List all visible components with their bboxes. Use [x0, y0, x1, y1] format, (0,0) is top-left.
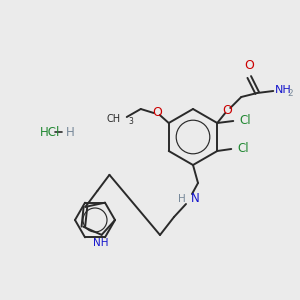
Text: H: H	[66, 125, 75, 139]
Text: O: O	[244, 59, 254, 72]
Text: Cl: Cl	[239, 115, 251, 128]
Text: O: O	[222, 104, 232, 118]
Text: O: O	[152, 106, 162, 119]
Text: CH: CH	[106, 114, 121, 124]
Text: HCl: HCl	[40, 125, 60, 139]
Text: NH: NH	[275, 85, 292, 95]
Text: H: H	[178, 194, 186, 204]
Text: N: N	[191, 193, 200, 206]
Text: 3: 3	[129, 116, 134, 125]
Text: Cl: Cl	[237, 142, 249, 155]
Text: 2: 2	[287, 88, 293, 98]
Text: NH: NH	[93, 238, 108, 248]
